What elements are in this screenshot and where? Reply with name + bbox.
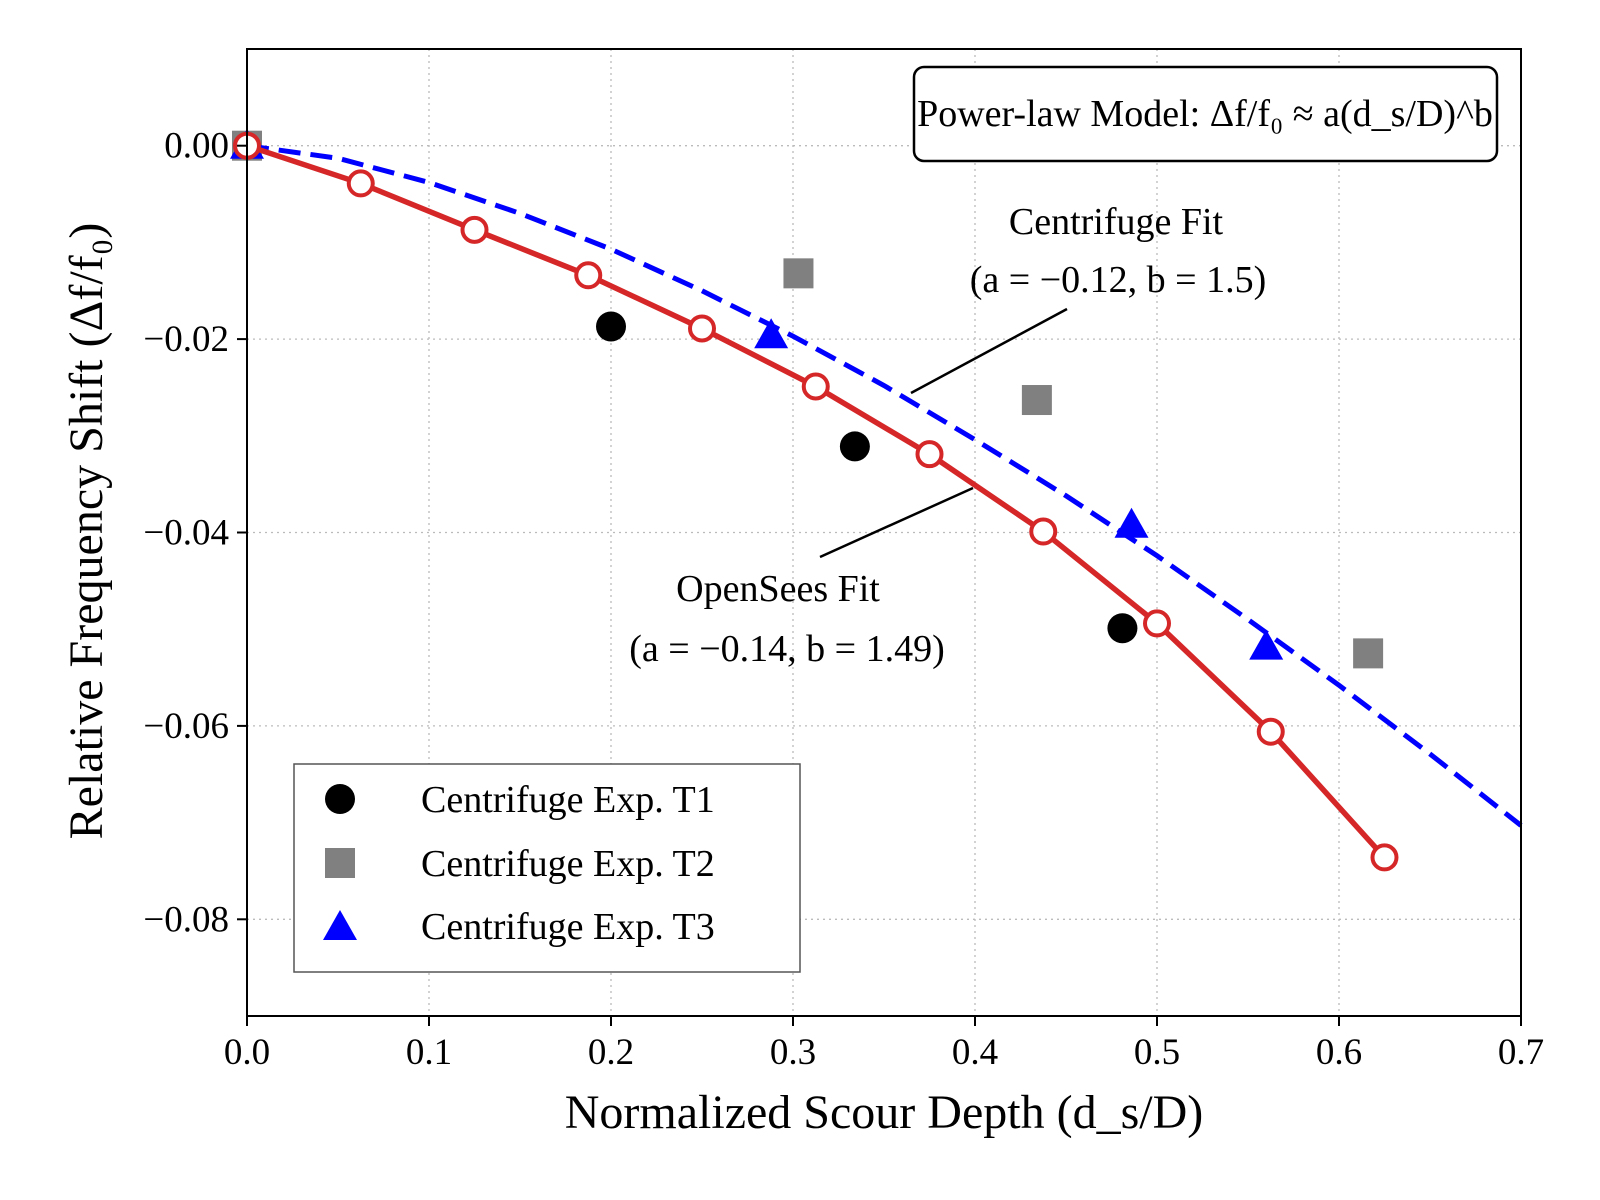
x-tick-label: 0.0 xyxy=(224,1032,270,1073)
y-tick-label: −0.06 xyxy=(143,706,229,747)
opensees-open-circle-point xyxy=(346,169,375,198)
t1-circle-point xyxy=(1107,613,1138,644)
centrifuge-fit-dashed-line xyxy=(246,143,1523,828)
legend-marker-t3 xyxy=(323,910,357,940)
opensees-open-circle-point xyxy=(1370,843,1399,872)
opensees-open-circle-point xyxy=(574,261,603,290)
t2-square-point xyxy=(1353,638,1384,669)
x-tick-label: 0.5 xyxy=(1134,1032,1180,1073)
legend-label-t1: Centrifuge Exp. T1 xyxy=(421,779,715,821)
legend-box xyxy=(293,763,801,973)
opensees-fit-params: (a = −0.14, b = 1.49) xyxy=(629,628,944,670)
x-tick-label: 0.6 xyxy=(1316,1032,1362,1073)
x-tick-label: 0.7 xyxy=(1498,1032,1544,1073)
x-tick-label: 0.2 xyxy=(588,1032,634,1073)
legend-label-t2: Centrifuge Exp. T2 xyxy=(421,843,715,885)
y-tick-label: 0.00 xyxy=(164,126,229,167)
opensees-open-circle-point xyxy=(801,372,830,401)
opensees-open-circle-point xyxy=(460,215,489,244)
t1-circle-point xyxy=(839,431,870,462)
opensees-open-circle-point xyxy=(688,314,716,343)
formula-box xyxy=(912,65,1499,163)
x-tick-label: 0.1 xyxy=(406,1032,452,1073)
formula-text: Power-law Model: Δf/f₀ ≈ a(d_s/D)^b xyxy=(917,93,1493,135)
legend-marker-t1 xyxy=(325,784,355,814)
x-tick-label: 0.4 xyxy=(952,1032,998,1073)
y-tick-label: −0.02 xyxy=(143,319,229,360)
opensees-open-circle-point xyxy=(1256,717,1285,746)
opensees-fit-pointer xyxy=(819,486,974,559)
opensees-open-circle-point xyxy=(1029,517,1058,546)
t2-square-point xyxy=(1021,385,1052,416)
series-markers xyxy=(230,128,1523,872)
t3-triangle-point xyxy=(1249,629,1284,660)
t1-circle-point xyxy=(596,311,626,342)
t3-triangle-point xyxy=(1114,507,1149,538)
y-axis-label: Relative Frequency Shift (Δf/f₀) xyxy=(60,223,113,840)
y-tick-label: −0.08 xyxy=(143,899,229,940)
opensees-fit-line xyxy=(246,143,1387,860)
x-tick-label: 0.3 xyxy=(770,1032,816,1073)
x-axis-label: Normalized Scour Depth (d_s/D) xyxy=(565,1086,1204,1139)
centrifuge-fit-label: Centrifuge Fit xyxy=(1009,201,1224,243)
t3-triangle-point xyxy=(754,318,789,349)
legend-label-t3: Centrifuge Exp. T3 xyxy=(421,906,715,948)
opensees-open-circle-point xyxy=(1143,609,1171,638)
opensees-fit-label: OpenSees Fit xyxy=(676,568,880,610)
centrifuge-fit-pointer xyxy=(910,307,1068,395)
centrifuge-fit-params: (a = −0.12, b = 1.5) xyxy=(970,259,1266,301)
opensees-open-circle-point xyxy=(915,440,944,469)
legend-marker-t2 xyxy=(325,848,355,878)
t2-square-point xyxy=(783,258,814,289)
y-tick-label: −0.04 xyxy=(143,513,229,554)
legend: Centrifuge Exp. T1 Centrifuge Exp. T2 Ce… xyxy=(293,763,801,973)
ticks: 0.0 0.1 0.2 0.3 0.4 0.5 0.6 0.7 0.00 −0.02 −0.04 −0… xyxy=(143,126,1544,1073)
